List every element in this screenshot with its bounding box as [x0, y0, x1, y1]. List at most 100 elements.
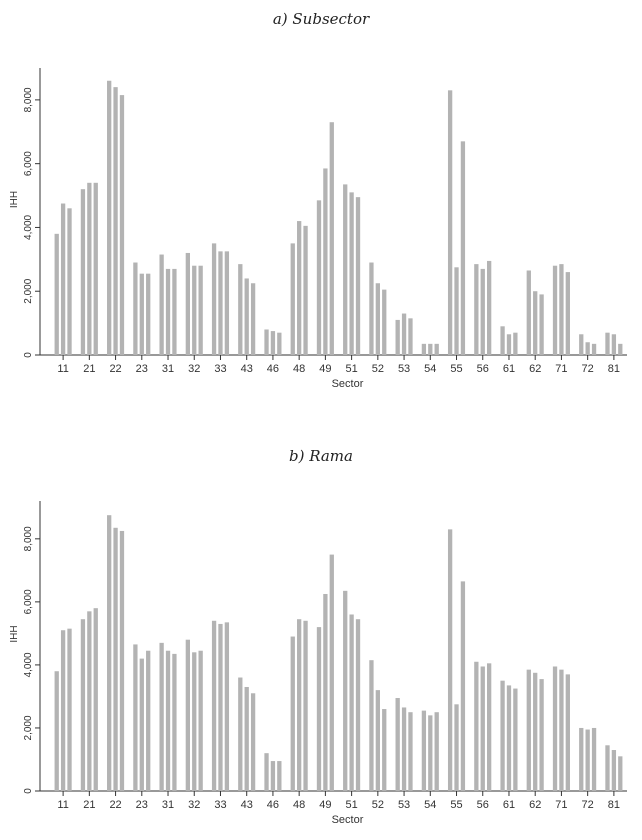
chart-a-bar: [559, 264, 564, 355]
chart-a-bar: [395, 319, 400, 355]
chart-b-bar: [172, 653, 177, 791]
chart-b-x-tick-label: 71: [555, 799, 567, 811]
chart-b-bar: [605, 745, 610, 791]
chart-b-bar: [513, 688, 518, 791]
chart-a-bar: [500, 326, 505, 355]
chart-b-y-tick-label: 0: [23, 788, 34, 794]
chart-b-bar: [480, 666, 485, 791]
chart-b-x-tick-label: 61: [503, 799, 515, 811]
chart-b-bar: [165, 650, 171, 791]
chart-b-title: b) Rama: [289, 447, 353, 465]
chart-a-bar: [460, 141, 466, 355]
chart-a-bar: [513, 332, 518, 355]
chart-b-bar: [343, 590, 348, 791]
chart-b-bar: [591, 727, 597, 791]
chart-a-bar: [238, 264, 243, 355]
chart-a-bar: [533, 291, 538, 355]
chart-b-x-tick-label: 11: [57, 799, 68, 811]
chart-b-x-tick-label: 51: [345, 799, 357, 811]
chart-b-bar: [533, 672, 538, 791]
chart-b-x-tick-label: 72: [582, 799, 594, 811]
chart-a-bar: [585, 342, 590, 355]
chart-a-bar: [146, 273, 151, 355]
chart-a-x-tick-label: 54: [424, 363, 436, 375]
chart-b-bar: [454, 704, 459, 791]
chart-b-bar: [375, 690, 380, 791]
chart-b-x-tick-label: 32: [188, 799, 200, 811]
chart-a-bar: [369, 262, 374, 355]
chart-b-bar: [244, 686, 249, 791]
chart-a-bar: [244, 278, 249, 355]
chart-b-x-tick-label: 62: [529, 799, 541, 811]
chart-b-bar: [559, 669, 564, 791]
chart-a-bar: [487, 260, 492, 355]
chart-a-bar: [355, 197, 361, 355]
chart-b-bar: [408, 712, 413, 791]
chart-b-bar: [355, 619, 361, 791]
chart-b-bar: [349, 614, 354, 791]
chart-a-x-tick-label: 43: [241, 363, 253, 375]
chart-b-bar: [329, 554, 334, 791]
chart-a-bar: [526, 270, 531, 355]
chart-b-y-tick-label: 8,000: [23, 526, 34, 551]
chart-a-y-tick-label: 6,000: [23, 151, 34, 176]
chart-b-bar: [80, 619, 86, 791]
chart-a-x-tick-label: 61: [503, 363, 515, 375]
chart-a-bar: [434, 343, 439, 355]
chart-a-bar: [421, 343, 427, 355]
chart-b-bar: [618, 756, 623, 791]
chart-b-x-tick-label: 33: [214, 799, 226, 811]
chart-b-bar: [539, 679, 544, 791]
chart-a-bar: [565, 272, 570, 355]
chart-a-x-tick-label: 21: [83, 363, 95, 375]
chart-a-x-tick-label: 52: [372, 363, 384, 375]
chart-a-bar: [165, 268, 171, 355]
chart-a-x-tick-label: 33: [214, 363, 226, 375]
chart-a-bar: [343, 184, 348, 355]
chart-a-bar: [316, 200, 322, 355]
chart-b-x-tick-label: 49: [319, 799, 331, 811]
chart-a-bar: [506, 334, 512, 355]
chart-a-bar: [250, 283, 256, 355]
chart-b-y-tick-label: 6,000: [23, 589, 34, 614]
chart-b-bar: [93, 608, 98, 791]
chart-b-bar: [87, 611, 92, 791]
chart-b-bar: [211, 620, 217, 791]
chart-b-bar: [277, 761, 282, 791]
chart-a-x-tick-label: 72: [582, 363, 594, 375]
chart-b-bar: [316, 627, 322, 791]
chart-b-y-axis-label: IHH: [9, 625, 20, 642]
chart-a-x-tick-label: 31: [162, 363, 174, 375]
chart-a-bar: [270, 331, 276, 355]
chart-a-y-tick-label: 4,000: [23, 214, 34, 239]
chart-a-bar: [480, 268, 485, 355]
chart-a-bar: [277, 332, 282, 355]
chart-a-x-tick-label: 32: [188, 363, 200, 375]
chart-b-bar: [159, 642, 164, 791]
chart-b-bar: [401, 707, 407, 791]
chart-b-bar: [460, 581, 466, 791]
chart-a-bar: [303, 225, 308, 355]
chart-b-bar: [447, 529, 453, 791]
chart-a-bar: [172, 268, 177, 355]
chart-b-x-tick-label: 81: [608, 799, 620, 811]
chart-a-bar: [591, 343, 597, 355]
chart-a-bar: [133, 262, 138, 355]
chart-a-bar: [185, 252, 190, 355]
chart-a-x-tick-label: 62: [529, 363, 541, 375]
chart-a-x-tick-label: 23: [136, 363, 148, 375]
chart-a-bar: [611, 334, 617, 355]
chart-b-x-tick-label: 23: [136, 799, 148, 811]
chart-b-bar: [107, 515, 112, 791]
chart-b-x-tick-label: 52: [372, 799, 384, 811]
chart-a-bar: [349, 192, 354, 355]
chart-b-y-tick-label: 2,000: [23, 715, 34, 740]
chart-a-bar: [60, 203, 66, 355]
chart-b-bar: [487, 663, 492, 791]
chart-a-title: a) Subsector: [272, 10, 370, 28]
chart-b-bar: [113, 527, 118, 791]
chart-b-bar: [421, 710, 427, 791]
chart-b-bar: [198, 650, 203, 791]
chart-a-x-tick-label: 22: [109, 363, 121, 375]
